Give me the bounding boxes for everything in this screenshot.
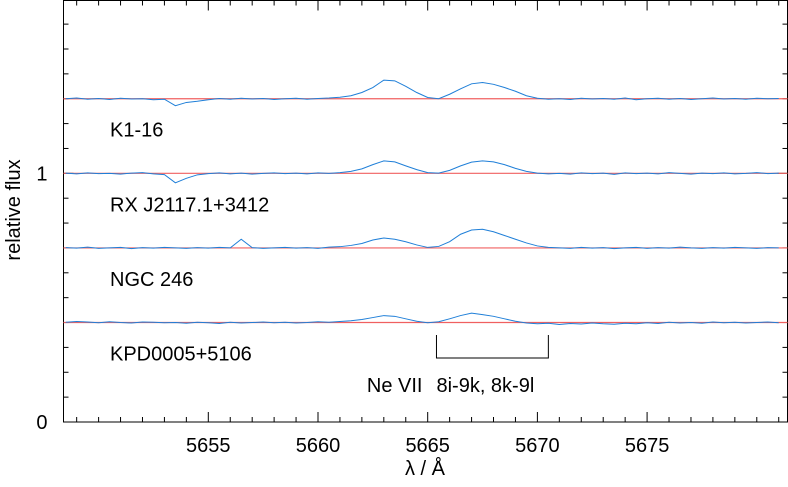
series-label: NGC 246 (110, 269, 193, 291)
x-tick-label: 5670 (515, 435, 560, 457)
x-tick-label: 5655 (186, 435, 231, 457)
x-axis-label: λ / Å (405, 457, 446, 480)
spectrum-line (65, 312, 779, 326)
line-bracket (435, 335, 549, 359)
spectrum-line (65, 228, 779, 250)
y-tick-label: 1 (36, 163, 47, 185)
x-tick-label: 5660 (296, 435, 341, 457)
series-label: KPD0005+5106 (110, 344, 252, 366)
spectrum-line (65, 160, 779, 184)
series-label: K1-16 (110, 120, 163, 142)
y-axis-label: relative flux (3, 159, 25, 260)
series-label: RX J2117.1+3412 (110, 194, 269, 216)
y-tick-label: 0 (36, 412, 47, 434)
annotation-ion: Ne VII (367, 375, 423, 397)
x-tick-label: 5675 (625, 435, 670, 457)
x-tick-label: 5665 (405, 435, 450, 457)
annotation-transitions: 8i-9k, 8k-9l (436, 375, 534, 397)
spectrum-line (65, 79, 779, 107)
